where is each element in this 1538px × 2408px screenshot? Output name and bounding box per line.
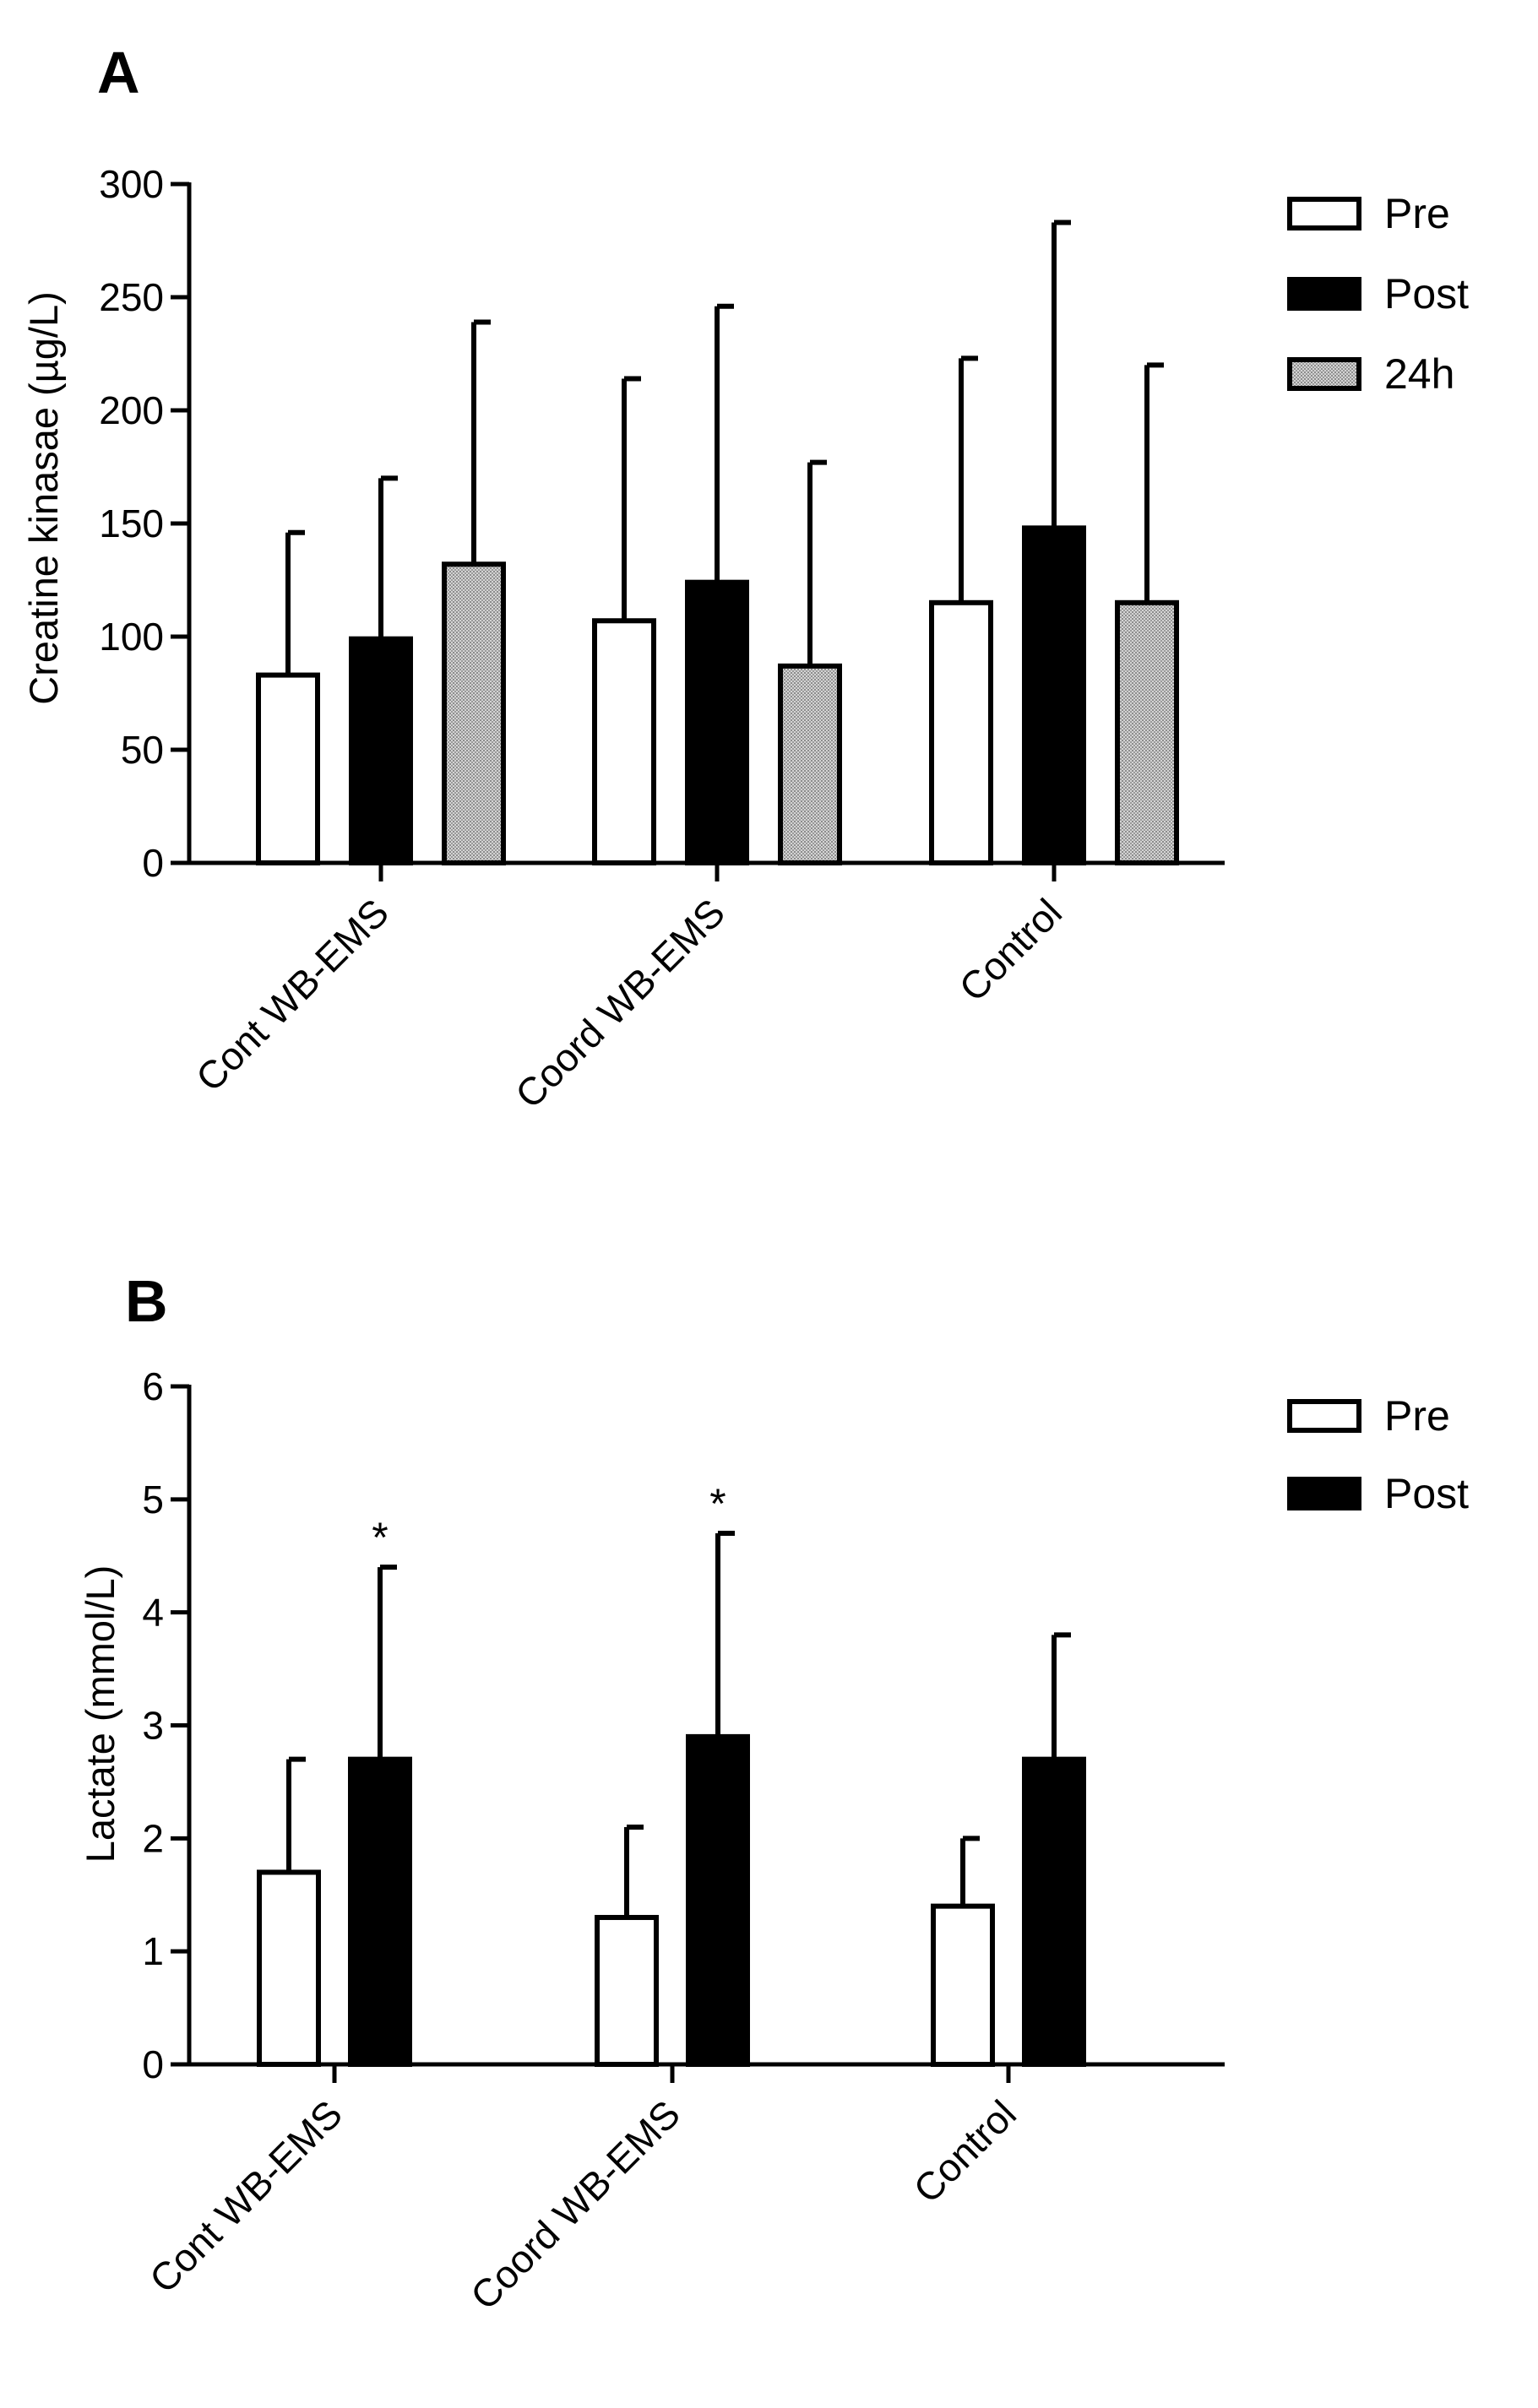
- y-tick-label: 200: [99, 388, 164, 432]
- bar-post: [1022, 525, 1086, 865]
- bar-24h: [1115, 599, 1179, 865]
- y-tick-label: 4: [142, 1591, 164, 1635]
- y-tick-label: 5: [142, 1478, 164, 1521]
- y-axis-label: Lactate (mmol/L): [78, 1565, 122, 1863]
- x-tick-label: Control: [950, 890, 1070, 1010]
- x-tick-label: Control: [905, 2091, 1024, 2211]
- x-tick-label: Cont WB-EMS: [141, 2091, 351, 2301]
- panel-b: B 0 1 2 3 4 5 6 Cont WB-EMS * Coord WB-EMS * Contro…: [78, 1268, 1469, 2318]
- legend-swatch: [1287, 277, 1361, 311]
- bar-pre: [595, 1915, 659, 2067]
- y-tick-label: 2: [142, 1816, 164, 1860]
- legend-swatch: [1287, 1477, 1361, 1510]
- y-tick-label: 0: [142, 2042, 164, 2086]
- legend: Pre Post 24h: [1287, 190, 1469, 398]
- legend-label: 24h: [1384, 350, 1454, 398]
- panel-label: B: [125, 1268, 168, 1334]
- y-tick-label: 0: [142, 841, 164, 885]
- legend-swatch: [1287, 357, 1361, 391]
- y-tick-label: 6: [142, 1364, 164, 1408]
- y-tick-label: 250: [99, 275, 164, 319]
- y-tick-label: 100: [99, 615, 164, 659]
- bar-24h: [778, 663, 842, 866]
- legend-label: Post: [1384, 1470, 1469, 1517]
- bar-24h: [442, 561, 506, 865]
- y-tick-label: 50: [121, 728, 164, 772]
- bar-post: [349, 636, 413, 865]
- bar-pre: [256, 672, 320, 865]
- y-tick-label: 300: [99, 162, 164, 206]
- panel-label: A: [97, 40, 140, 106]
- significance-marker: *: [709, 1480, 726, 1527]
- bar-pre: [931, 1903, 995, 2067]
- x-tick-label: Coord WB-EMS: [462, 2091, 688, 2318]
- chart-plot-area: 0 1 2 3 4 5 6 Cont WB-EMS * Coord WB-EMS * Control: [141, 1364, 1225, 2318]
- significance-marker: *: [372, 1514, 388, 1561]
- bar-pre: [257, 1869, 321, 2068]
- legend-label: Pre: [1384, 190, 1450, 237]
- bar-pre: [929, 599, 993, 865]
- x-tick-label: Coord WB-EMS: [507, 890, 733, 1116]
- bar-post: [348, 1756, 412, 2067]
- y-tick-label: 3: [142, 1704, 164, 1748]
- legend-label: Pre: [1384, 1392, 1450, 1440]
- legend-label: Post: [1384, 270, 1469, 317]
- y-tick-label: 150: [99, 502, 164, 545]
- y-axis-label: Creatine kinasae (µg/L): [21, 291, 66, 704]
- x-tick-label: Cont WB-EMS: [187, 890, 397, 1099]
- bar-post: [686, 1733, 750, 2067]
- panel-a: A 0 50 100 150 200 250 300 Cont WB-EMS Coord WB-…: [21, 40, 1469, 1116]
- y-tick-label: 1: [142, 1929, 164, 1973]
- legend-swatch: [1287, 1399, 1361, 1433]
- legend-swatch: [1287, 197, 1361, 230]
- chart-plot-area: 0 50 100 150 200 250 300 Cont WB-EMS Coord WB-EM…: [99, 162, 1225, 1116]
- bar-post: [685, 579, 749, 865]
- bar-pre: [592, 618, 656, 865]
- bar-post: [1022, 1756, 1086, 2067]
- legend: Pre Post: [1287, 1392, 1469, 1517]
